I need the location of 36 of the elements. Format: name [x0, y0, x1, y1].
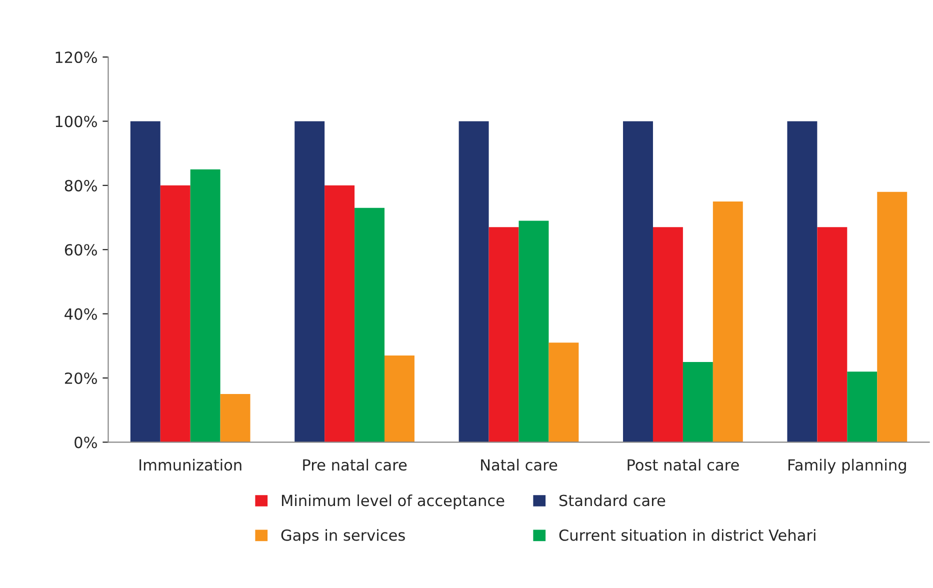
- bar: [324, 185, 355, 442]
- x-tick-label: Family planning: [788, 458, 906, 474]
- y-tick-label: 100%: [56, 116, 97, 128]
- bar: [548, 342, 579, 442]
- legend-label: Minimum level of acceptance: [282, 494, 504, 510]
- bar: [847, 372, 878, 442]
- bar: [160, 185, 190, 442]
- y-tick-label: 0%: [74, 436, 97, 448]
- bar: [877, 192, 908, 442]
- y-tick-label: 80%: [64, 180, 97, 192]
- x-tick-label: Natal care: [481, 458, 558, 471]
- bar: [384, 356, 414, 442]
- y-tick-label: 60%: [64, 244, 97, 256]
- x-tick-label: Pre natal care: [303, 458, 407, 471]
- bar: [220, 394, 250, 442]
- legend-label: Gaps in services: [281, 529, 405, 544]
- legend-label: Standard care: [559, 494, 666, 506]
- legend-label: Current situation in district Vehari: [559, 529, 816, 541]
- bar: [190, 169, 220, 442]
- bar: [652, 227, 683, 442]
- bar: [682, 362, 713, 442]
- bar: [294, 121, 325, 442]
- bar: [817, 227, 848, 442]
- y-tick-label: 20%: [64, 372, 97, 384]
- x-tick-label: Post natal care: [628, 458, 739, 471]
- y-tick-label: 40%: [64, 308, 97, 320]
- y-tick-label: 120%: [56, 52, 97, 64]
- x-tick-label: Immunization: [140, 458, 242, 471]
- bar: [623, 121, 653, 442]
- bar: [488, 227, 519, 442]
- bar: [130, 121, 160, 442]
- bar: [787, 121, 818, 442]
- bar: [458, 121, 489, 442]
- bar: [518, 220, 549, 442]
- bar: [712, 201, 743, 442]
- bar: [354, 208, 385, 442]
